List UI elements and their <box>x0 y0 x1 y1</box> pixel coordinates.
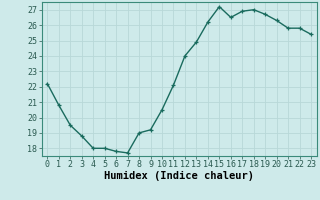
X-axis label: Humidex (Indice chaleur): Humidex (Indice chaleur) <box>104 171 254 181</box>
